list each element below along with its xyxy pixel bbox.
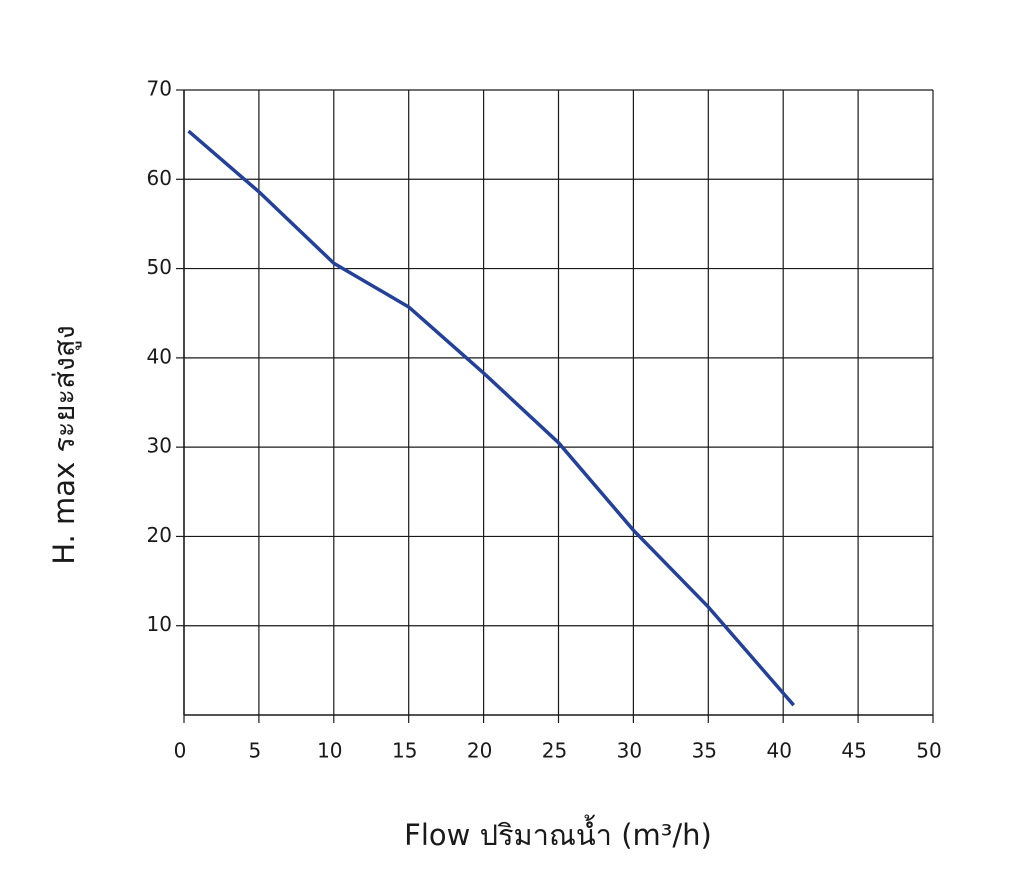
data-line xyxy=(187,129,796,707)
x-tick-label: 40 xyxy=(766,739,791,763)
x-tick-label: 45 xyxy=(841,739,866,763)
x-tick-label: 10 xyxy=(317,739,342,763)
y-tick-label: 20 xyxy=(147,523,172,547)
x-tick-label: 35 xyxy=(692,739,717,763)
x-tick-label: 50 xyxy=(916,739,941,763)
y-tick-label: 30 xyxy=(147,434,172,458)
x-axis-title: Flow ปริมาณน้ำ (m³/h) xyxy=(404,814,712,852)
x-tick-label: 25 xyxy=(542,739,567,763)
x-tick-label: 15 xyxy=(392,739,417,763)
x-tick-label: 5 xyxy=(249,739,262,763)
y-tick-label: 40 xyxy=(147,344,172,368)
y-tick-label: 10 xyxy=(147,612,172,636)
x-tick-label: 30 xyxy=(617,739,642,763)
y-tick-label: 50 xyxy=(147,255,172,279)
y-axis-title: H. max ระยะส่งสูง xyxy=(47,325,82,565)
y-tick-label: 60 xyxy=(147,166,172,190)
x-tick-label: 20 xyxy=(467,739,492,763)
x-tick-label: 0 xyxy=(174,739,187,763)
y-tick-label: 70 xyxy=(147,77,172,101)
